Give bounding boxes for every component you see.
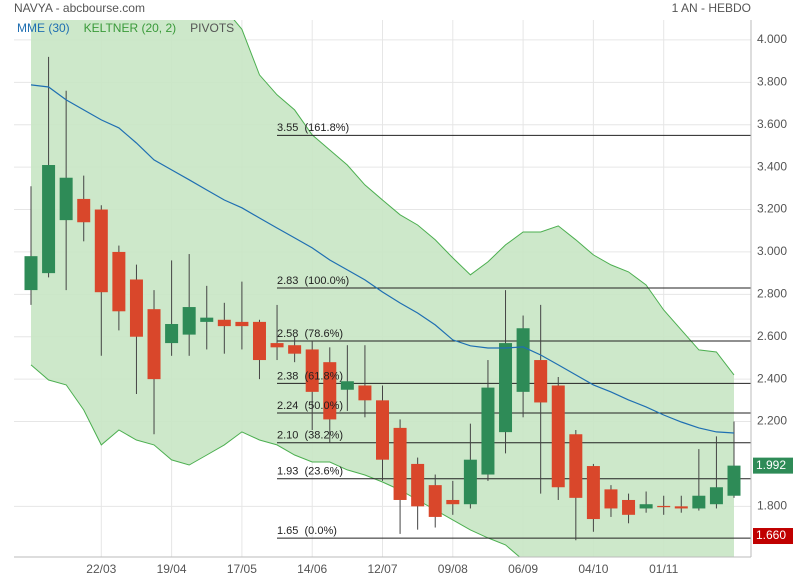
y-tick-label: 2.400	[757, 371, 787, 385]
price-tag-label: 1.660	[756, 528, 786, 542]
x-tick-label: 19/04	[157, 562, 187, 576]
price-tag	[753, 528, 793, 545]
x-tick-label: 12/07	[367, 562, 397, 576]
candle-body	[376, 400, 389, 460]
pivot-label: 2.24 (50.0%)	[277, 400, 343, 412]
candle-body	[604, 489, 618, 509]
candle-body	[129, 279, 143, 337]
y-tick-label: 2.200	[757, 414, 787, 428]
candle-body	[393, 427, 407, 500]
x-tick-label: 17/05	[227, 562, 257, 576]
y-tick-label: 3.800	[757, 75, 787, 89]
candle-body	[551, 385, 565, 488]
candle-body	[112, 251, 126, 312]
x-tick-label: 06/09	[508, 562, 538, 576]
candle-body	[147, 309, 161, 380]
x-tick-label: 22/03	[86, 562, 116, 576]
legend-entry: MME (30)	[17, 21, 70, 35]
candle-body	[235, 321, 249, 327]
price-tag	[753, 457, 793, 474]
y-tick-label: 4.000	[757, 32, 787, 46]
candle-body	[516, 328, 530, 392]
candle-body	[358, 385, 372, 401]
keltner-lower	[30, 364, 521, 557]
candle-body	[24, 256, 38, 291]
candle-body	[674, 506, 688, 509]
pivot-label: 2.38 (61.8%)	[277, 370, 343, 382]
chart-subtitle: 1 AN - HEBDO	[672, 1, 751, 15]
candle-body	[59, 177, 73, 221]
candle-body	[657, 505, 671, 508]
pivot-label: 2.83 (100.0%)	[277, 275, 349, 287]
candle-body	[463, 459, 477, 505]
legend-entry: KELTNER (20, 2)	[84, 21, 176, 35]
x-tick-label: 14/06	[297, 562, 327, 576]
candle-body	[182, 307, 196, 335]
legend-entry: PIVOTS	[190, 21, 234, 35]
mme-line	[30, 84, 735, 434]
candle-body	[305, 349, 319, 392]
candle-body	[94, 209, 108, 293]
candle-body	[692, 495, 706, 509]
pivot-label: 1.93 (23.6%)	[277, 466, 343, 478]
candle-body	[252, 321, 266, 361]
plot-area	[24, 20, 751, 557]
candle-body	[411, 463, 425, 507]
candle-body	[270, 343, 284, 348]
candle-body	[499, 343, 513, 433]
y-tick-label: 3.000	[757, 244, 787, 258]
price-tag-label: 1.992	[756, 458, 786, 472]
x-tick-label: 09/08	[438, 562, 468, 576]
candle-body	[42, 165, 56, 274]
y-tick-label: 3.400	[757, 159, 787, 173]
candle-body	[534, 360, 548, 403]
pivot-label: 1.65 (0.0%)	[277, 525, 337, 537]
x-tick-label: 04/10	[578, 562, 608, 576]
pivot-label: 3.55 (161.8%)	[277, 122, 349, 134]
candle-body	[622, 499, 636, 515]
keltner-upper	[233, 20, 735, 376]
candle-body	[709, 487, 723, 505]
candle-body	[77, 198, 91, 223]
y-tick-label: 3.600	[757, 117, 787, 131]
candle-body	[446, 499, 460, 505]
pivot-label: 2.58 (78.6%)	[277, 328, 343, 340]
chart-title: NAVYA - abcbourse.com	[14, 1, 145, 15]
candle-body	[323, 362, 337, 420]
candle-body	[288, 345, 302, 354]
y-tick-label: 2.800	[757, 287, 787, 301]
candle-body	[639, 504, 653, 509]
candle-body	[481, 387, 495, 475]
candle-body	[165, 324, 179, 344]
y-tick-label: 3.200	[757, 202, 787, 216]
pivot-label: 2.10 (38.2%)	[277, 430, 343, 442]
x-tick-label: 01/11	[649, 562, 678, 576]
y-tick-label: 2.600	[757, 329, 787, 343]
y-tick-label: 1.800	[757, 499, 787, 513]
candle-body	[727, 465, 741, 496]
candle-body	[200, 317, 214, 322]
candle-body	[586, 466, 600, 520]
candle-body	[569, 434, 583, 498]
candle-body	[428, 485, 442, 517]
overlay: 1.800 2.200 2.400 2.600 2.800 3.000 3.200 3.400…	[17, 21, 793, 576]
candle-body	[340, 381, 354, 390]
candle-body	[217, 319, 231, 327]
